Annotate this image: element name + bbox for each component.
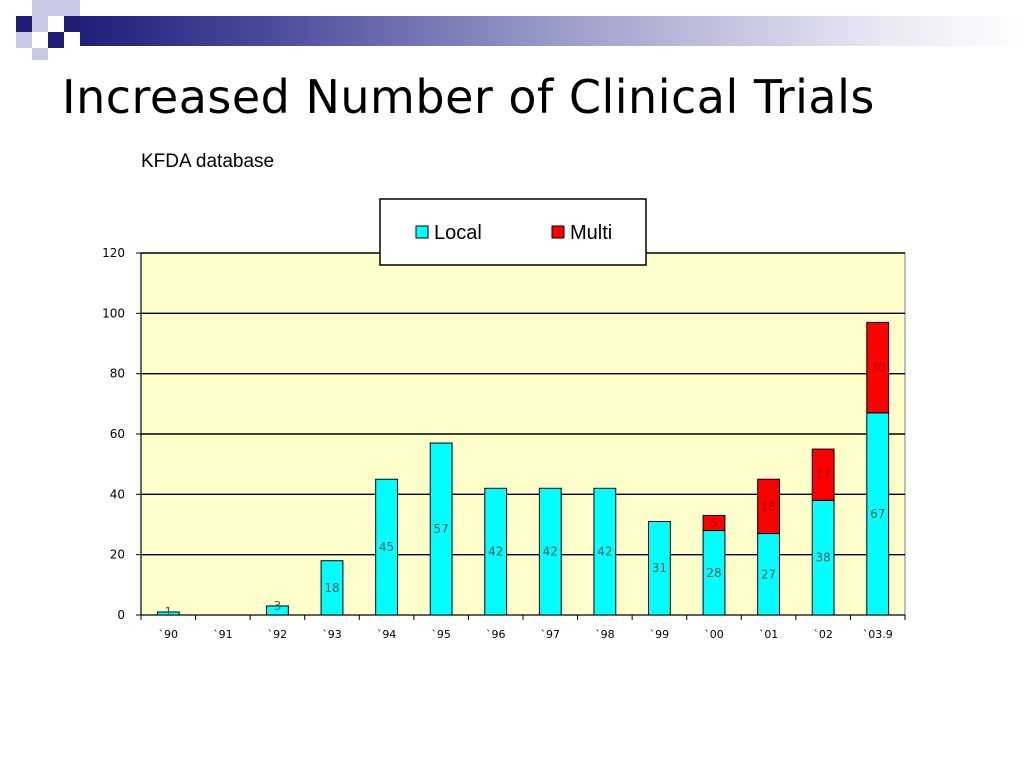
bar-local-3 (320, 560, 344, 616)
title-gradient-bar (80, 16, 1024, 46)
chart-source-subtitle: KFDA database (141, 151, 275, 172)
bar-local-5 (429, 442, 453, 616)
y-tick-label: 0 (117, 608, 125, 622)
data-label-multi: 5 (710, 516, 718, 530)
x-tick-label: `98 (595, 628, 615, 641)
data-label-local: 18 (324, 581, 339, 595)
y-tick-label: 20 (110, 548, 125, 562)
decor-square (64, 0, 80, 16)
data-label-local: 27 (761, 567, 776, 581)
bar-multi-10 (702, 514, 726, 532)
slide-title: Increased Number of Clinical Trials (62, 70, 875, 124)
data-label-local: 38 (816, 551, 831, 565)
decor-square (48, 32, 64, 48)
data-label-local: 45 (379, 540, 394, 554)
decor-square (16, 16, 32, 32)
title-decoration (0, 0, 1024, 60)
decor-square (32, 0, 48, 16)
legend-swatch-multi (551, 225, 565, 239)
data-label-multi: 30 (870, 361, 885, 375)
data-label-local: 28 (706, 566, 721, 580)
x-tick-label: `01 (759, 628, 779, 641)
bar-local-2 (266, 605, 289, 616)
x-tick-label: `97 (541, 628, 561, 641)
bar-local-7 (538, 487, 562, 616)
data-label-local: 42 (543, 545, 558, 559)
bar-local-8 (593, 487, 617, 616)
x-tick-label: `03.9 (863, 628, 893, 641)
y-tick-label: 60 (110, 427, 125, 441)
bar-multi-13 (866, 321, 890, 414)
x-tick-label: `90 (159, 628, 179, 641)
x-tick-label: `96 (486, 628, 506, 641)
legend-label-local: Local (434, 222, 482, 244)
x-tick-label: `02 (813, 628, 833, 641)
x-tick-label: `95 (431, 628, 451, 641)
bar-local-0 (156, 611, 180, 616)
data-label-local: 3 (274, 599, 282, 613)
data-label-multi: 17 (816, 468, 831, 482)
bar-local-4 (375, 478, 398, 616)
stacked-bar-chart: 0 20 40 60 80 100 120 `90 `91 `92 `93 `94 `95 `96 `97 `… (102, 198, 906, 641)
x-tick-label: `94 (377, 628, 397, 641)
y-tick-label: 40 (110, 487, 125, 501)
data-label-local: 67 (870, 507, 885, 521)
x-tick-label: `99 (650, 628, 670, 641)
decor-square (48, 0, 64, 16)
y-tick-label: 80 (110, 367, 125, 381)
decor-square (16, 32, 32, 48)
data-label-local: 42 (488, 545, 503, 559)
x-tick-label: `91 (213, 628, 233, 641)
decor-square (64, 16, 80, 32)
data-label-multi: 18 (761, 499, 776, 513)
decor-square (32, 16, 48, 32)
y-tick-label: 100 (102, 306, 125, 320)
legend-label-multi: Multi (570, 222, 612, 244)
data-label-local: 31 (652, 561, 667, 575)
decor-square (32, 48, 48, 60)
decor-square (48, 16, 64, 32)
bar-multi-11 (757, 478, 780, 535)
x-tick-label: `92 (268, 628, 288, 641)
bar-multi-12 (811, 448, 835, 501)
bar-local-6 (484, 487, 508, 616)
y-tick-label: 120 (102, 246, 125, 260)
decor-square (0, 0, 16, 16)
data-label-local: 1 (164, 605, 172, 619)
x-tick-label: `00 (704, 628, 724, 641)
legend-swatch-local (415, 225, 429, 239)
data-label-local: 42 (597, 545, 612, 559)
data-label-local: 57 (434, 522, 449, 536)
x-tick-label: `93 (322, 628, 342, 641)
bar-local-9 (648, 520, 671, 616)
